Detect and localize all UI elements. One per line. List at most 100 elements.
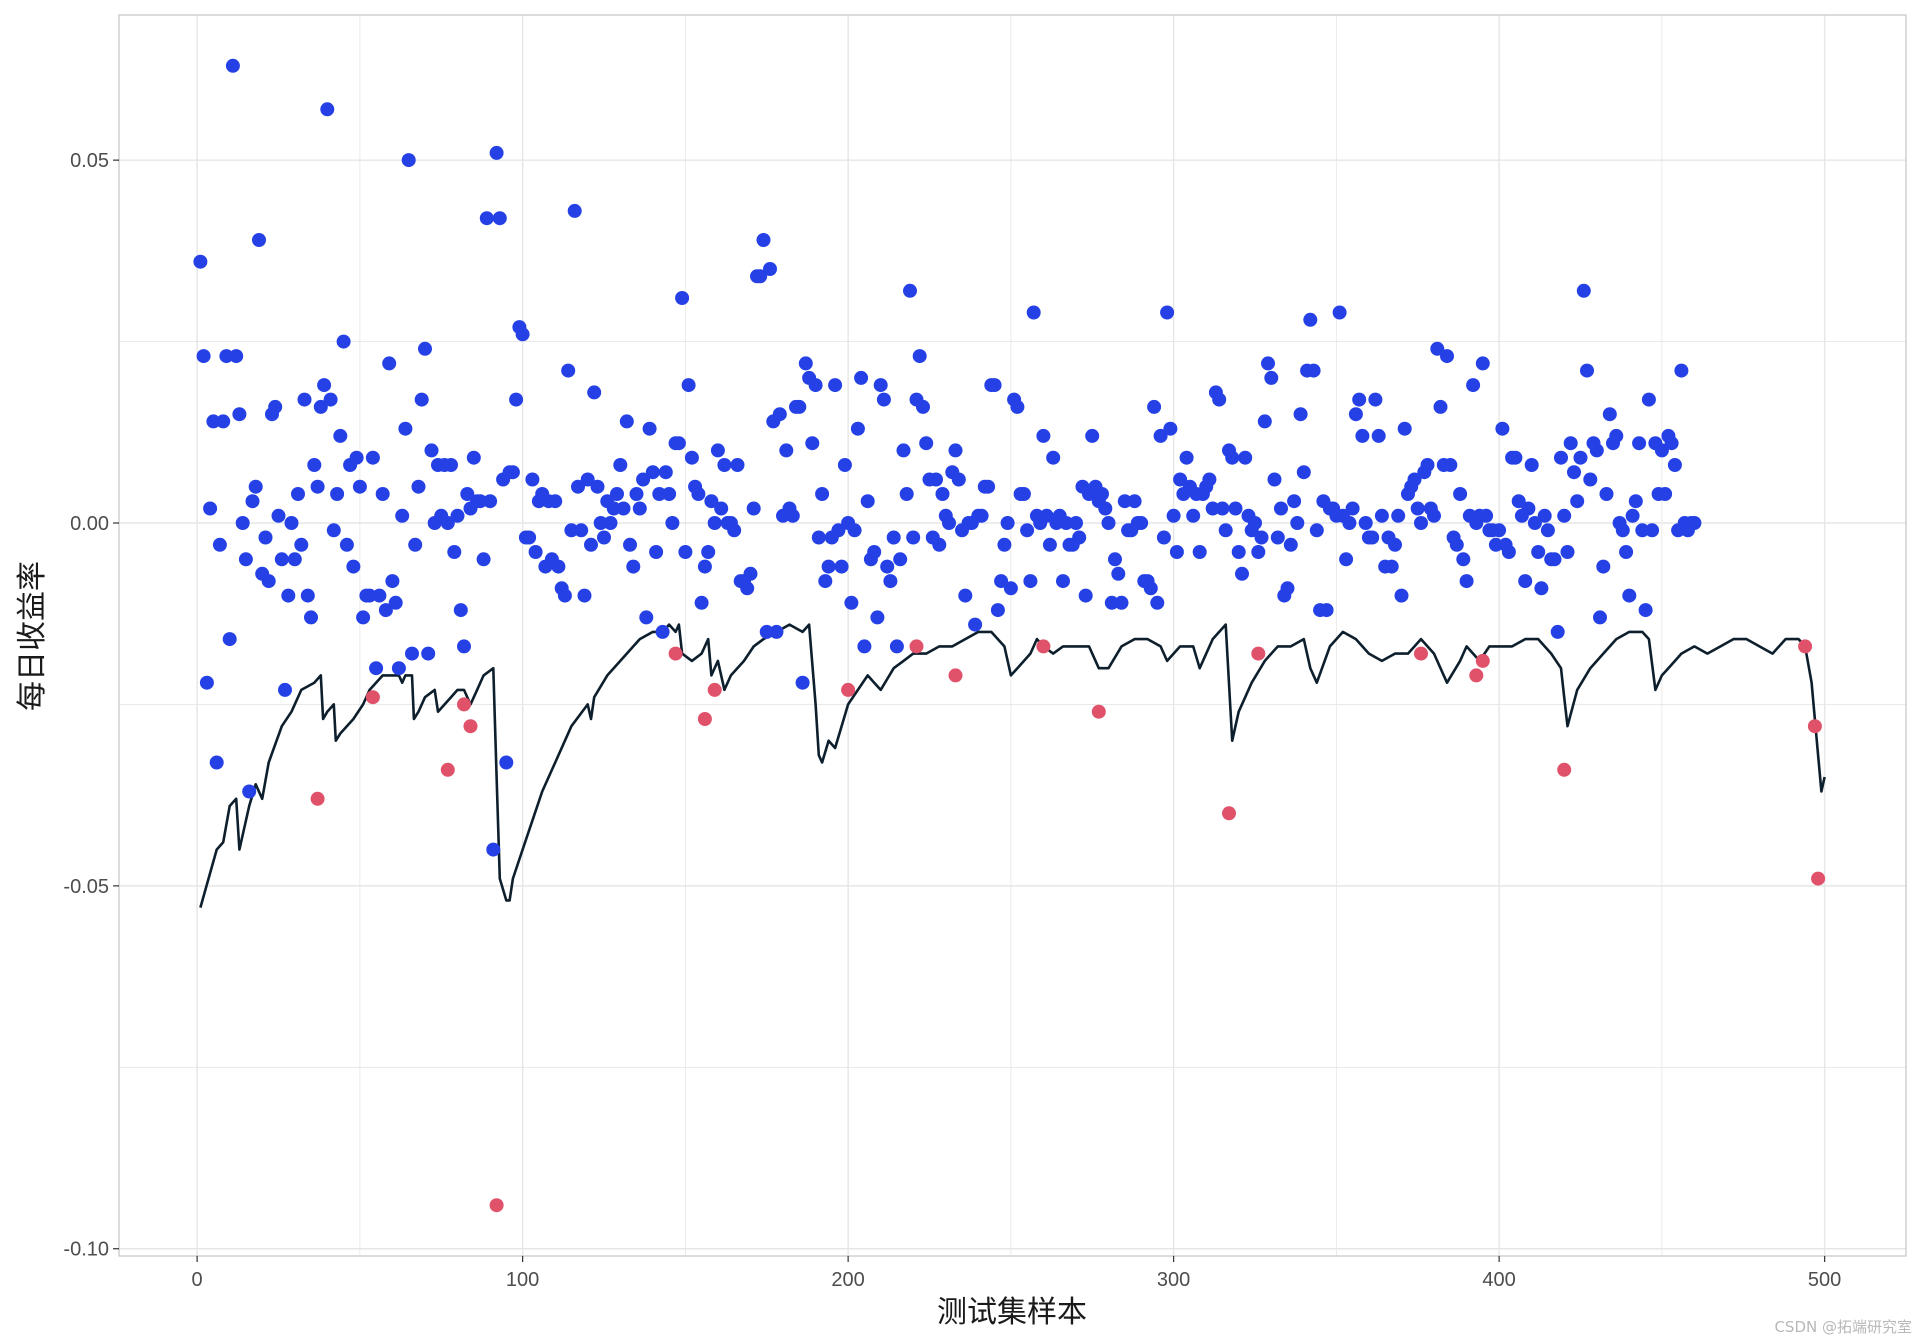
return-point <box>571 479 585 494</box>
return-point <box>916 399 930 414</box>
return-point <box>193 254 208 269</box>
return-point <box>548 494 563 509</box>
return-point <box>356 610 371 625</box>
return-point <box>252 233 266 247</box>
return-point <box>300 588 315 603</box>
return-point <box>1501 545 1516 559</box>
return-point <box>1466 378 1481 393</box>
return-point <box>710 443 725 458</box>
return-point <box>479 211 494 226</box>
return-point <box>1599 487 1614 501</box>
return-point <box>701 545 716 559</box>
y-axis-title: 每日收益率 <box>15 561 50 711</box>
return-point <box>294 537 309 552</box>
return-point <box>1283 537 1298 552</box>
return-point <box>1348 407 1363 422</box>
return-point <box>1492 523 1507 538</box>
return-point <box>1511 494 1526 509</box>
return-point <box>1163 421 1178 436</box>
return-point <box>831 523 846 538</box>
return-point <box>1235 566 1249 581</box>
return-point <box>1479 508 1494 523</box>
return-point <box>411 479 426 494</box>
return-point <box>492 211 507 226</box>
return-point <box>948 443 963 458</box>
return-point <box>1098 501 1113 516</box>
return-point <box>623 537 637 552</box>
return-point <box>1293 407 1308 422</box>
y-tick-label: -0.05 <box>63 876 109 898</box>
return-point <box>1560 545 1575 559</box>
return-point <box>561 363 576 378</box>
return-point <box>1394 588 1409 603</box>
return-point <box>1674 363 1689 378</box>
return-point <box>1274 501 1288 516</box>
return-point <box>352 479 367 494</box>
return-point <box>997 537 1012 552</box>
return-point <box>1345 501 1360 516</box>
return-point <box>837 458 852 472</box>
return-point <box>1365 530 1380 545</box>
return-point <box>1023 574 1038 589</box>
return-point <box>697 559 712 574</box>
below-threshold-point <box>1222 806 1236 821</box>
return-point <box>1059 516 1074 530</box>
return-point <box>1573 450 1588 465</box>
return-point <box>1459 574 1474 589</box>
return-point <box>772 407 787 422</box>
return-point <box>707 516 722 530</box>
return-point <box>1290 516 1305 530</box>
return-point <box>1267 472 1282 487</box>
return-point <box>388 595 403 610</box>
return-point <box>1270 530 1285 545</box>
return-point <box>1296 465 1311 480</box>
return-point <box>483 494 498 509</box>
return-point <box>1557 508 1572 523</box>
return-point <box>313 399 328 414</box>
return-point <box>1127 494 1142 509</box>
return-point <box>499 755 514 770</box>
return-point <box>333 428 348 443</box>
return-point <box>274 552 289 567</box>
return-point <box>1160 305 1175 320</box>
return-point <box>1352 392 1367 407</box>
return-point <box>1179 450 1194 465</box>
return-point <box>815 487 830 501</box>
y-axis: -0.10 -0.05 0.00 0.05 <box>63 150 119 1261</box>
return-point <box>1580 363 1594 378</box>
return-point <box>1169 545 1184 559</box>
return-point <box>740 581 755 596</box>
return-point <box>880 559 895 574</box>
return-point <box>1215 501 1230 516</box>
return-point <box>382 356 397 371</box>
below-threshold-point <box>310 791 325 806</box>
plot-panel <box>119 15 1906 1256</box>
return-point <box>1186 508 1201 523</box>
below-threshold-point <box>463 719 478 734</box>
return-point <box>1433 399 1448 414</box>
return-point <box>639 610 654 625</box>
return-point <box>876 392 891 407</box>
return-point <box>1547 552 1562 567</box>
return-point <box>968 617 983 632</box>
return-point <box>206 414 221 429</box>
return-point <box>1576 283 1591 298</box>
return-point <box>212 537 227 552</box>
return-point <box>1143 581 1158 596</box>
return-point <box>1238 450 1253 465</box>
return-point <box>590 479 605 494</box>
return-point <box>515 327 530 342</box>
return-point <box>509 392 524 407</box>
return-point <box>1026 305 1041 320</box>
return-point <box>1534 581 1549 596</box>
x-tick-label: 500 <box>1808 1269 1841 1291</box>
return-point <box>330 487 345 501</box>
return-point <box>873 378 888 393</box>
below-threshold-point <box>457 697 471 712</box>
return-point <box>769 624 784 639</box>
return-point <box>1615 523 1630 538</box>
return-point <box>1570 494 1585 509</box>
return-point <box>1280 581 1295 596</box>
return-point <box>1254 530 1269 545</box>
return-point <box>1508 450 1523 465</box>
